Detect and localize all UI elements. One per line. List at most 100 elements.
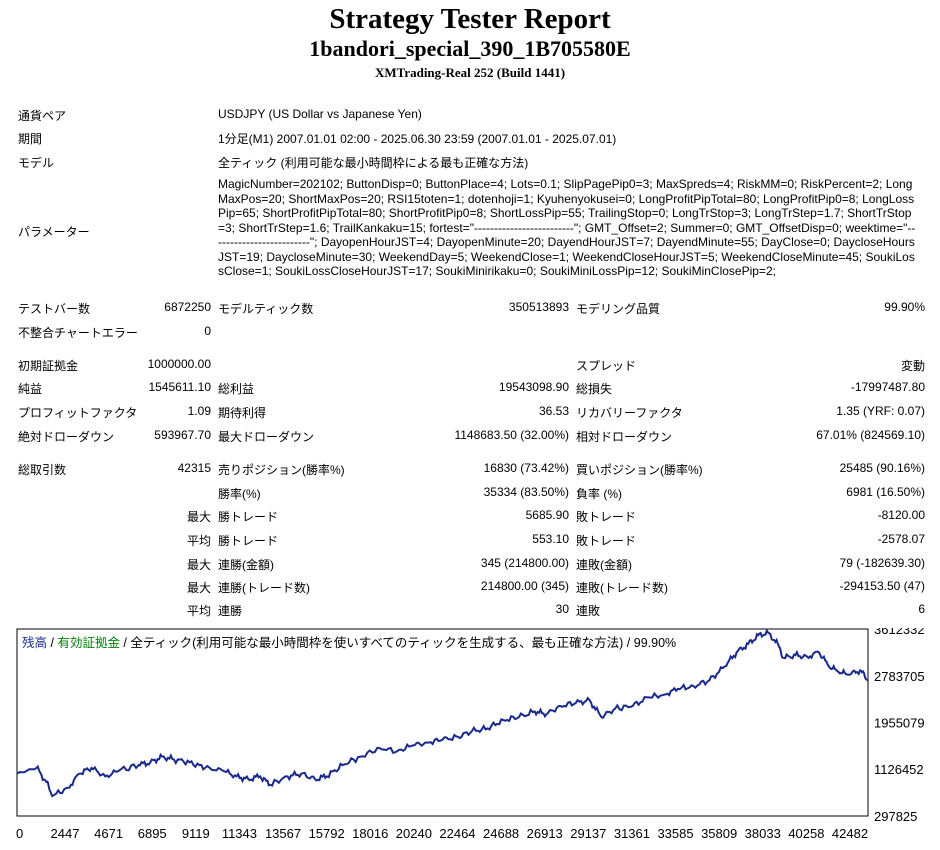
expected-label: 期待利得 xyxy=(218,406,267,420)
avg-prefix: 平均 xyxy=(186,534,211,548)
x-tick-label: 9119 xyxy=(182,826,210,841)
cons-loss-count-value: -294153.50 (47) xyxy=(839,579,925,593)
recovery-label: リカバリーファクタ xyxy=(576,406,683,420)
winrate-value: 35334 (83.50%) xyxy=(483,485,569,499)
abs-dd-value: 593967.70 xyxy=(154,428,211,442)
y-tick-label: 1126452 xyxy=(874,762,924,777)
x-tick-label: 35809 xyxy=(701,826,737,841)
x-tick-label: 15792 xyxy=(309,826,345,841)
legend-balance: 残高 xyxy=(22,636,48,650)
gross-profit-label: 総利益 xyxy=(218,382,255,396)
x-tick-label: 40258 xyxy=(788,826,824,841)
avg-cons-win-label: 連勝 xyxy=(218,604,243,618)
x-tick-label: 20240 xyxy=(396,826,432,841)
gross-loss-value: -17997487.80 xyxy=(850,380,925,394)
spread-value: 変動 xyxy=(900,359,925,373)
abs-dd-label: 絶対ドローダウン xyxy=(18,430,115,444)
avg-prefix-2: 平均 xyxy=(186,604,211,618)
lossrate-value: 6981 (16.50%) xyxy=(846,485,925,499)
short-value: 16830 (73.42%) xyxy=(483,461,569,475)
pf-label: プロフィットファクタ xyxy=(18,406,138,420)
long-label: 買いポジション(勝率%) xyxy=(576,463,703,477)
max-win-value: 5685.90 xyxy=(525,508,569,522)
bars-value: 6872250 xyxy=(164,300,211,314)
net-label: 純益 xyxy=(18,382,43,396)
plot-frame xyxy=(16,628,869,817)
model-label: モデル xyxy=(18,156,55,170)
legend-sep: / xyxy=(47,636,58,650)
max-dd-label: 最大ドローダウン xyxy=(218,430,315,444)
max-prefix-2: 最大 xyxy=(186,558,211,572)
max-loss-label: 敗トレード xyxy=(576,510,637,524)
report-title: Strategy Tester Report xyxy=(329,3,611,35)
y-tick-label: 1955079 xyxy=(874,716,925,731)
avg-cons-win-value: 30 xyxy=(555,602,569,616)
x-tick-label: 2447 xyxy=(51,826,80,841)
x-tick-label: 11343 xyxy=(222,826,257,841)
x-tick-label: 13567 xyxy=(265,826,301,841)
max-dd-value: 1148683.50 (32.00%) xyxy=(454,428,569,442)
long-value: 25485 (90.16%) xyxy=(839,461,925,475)
cons-loss-money-label: 連敗(金額) xyxy=(576,558,632,572)
gross-profit-value: 19543098.90 xyxy=(498,380,569,394)
deposit-value: 1000000.00 xyxy=(147,357,211,371)
x-tick-label: 33585 xyxy=(657,826,693,841)
ticks-value: 350513893 xyxy=(508,300,569,314)
x-tick-label: 18016 xyxy=(352,826,388,841)
expected-value: 36.53 xyxy=(538,404,569,418)
params-value: MagicNumber=202102; ButtonDisp=0; Button… xyxy=(218,177,916,278)
cons-loss-count-label: 連敗(トレード数) xyxy=(576,581,668,595)
avg-loss-label: 敗トレード xyxy=(576,534,637,548)
cons-win-count-value: 214800.00 (345) xyxy=(480,579,569,593)
x-tick-label: 6895 xyxy=(138,826,167,841)
y-tick-label: 3612332 xyxy=(874,628,925,637)
bars-label: テストバー数 xyxy=(18,302,91,316)
model-value: 全ティック (利用可能な最小時間枠による最も正確な方法) xyxy=(218,156,529,170)
quality-value: 99.90% xyxy=(884,300,925,314)
cons-win-money-value: 345 (214800.00) xyxy=(480,556,569,570)
x-tick-label: 0 xyxy=(16,826,23,841)
avg-loss-value: -2578.07 xyxy=(877,532,925,546)
x-tick-label: 31361 xyxy=(614,826,650,841)
avg-cons-loss-value: 6 xyxy=(918,602,925,616)
y-tick-label: 2783705 xyxy=(874,669,925,684)
avg-cons-loss-label: 連敗 xyxy=(576,604,601,618)
x-tick-label: 38033 xyxy=(745,826,781,841)
symbol-value: USDJPY (US Dollar vs Japanese Yen) xyxy=(218,107,422,121)
net-value: 1545611.10 xyxy=(148,380,211,394)
chart-legend: 残高 / 有効証拠金 / 全ティック(利用可能な最小時間枠を使いすべてのティック… xyxy=(22,632,676,651)
balance-chart-svg: 3612332 2783705 1955079 1126452 297825 0 2447 4… xyxy=(16,628,925,841)
x-tick-label: 24688 xyxy=(483,826,519,841)
x-tick-label: 42482 xyxy=(832,826,868,841)
max-prefix: 最大 xyxy=(186,510,211,524)
max-prefix-3: 最大 xyxy=(186,581,211,595)
recovery-value: 1.35 (YRF: 0.07) xyxy=(836,404,925,418)
x-tick-label: 22464 xyxy=(439,826,475,841)
trades-value: 42315 xyxy=(177,461,211,475)
short-label: 売りポジション(勝率%) xyxy=(218,463,345,477)
x-tick-label: 29137 xyxy=(570,826,606,841)
cons-win-money-label: 連勝(金額) xyxy=(218,558,274,572)
deposit-label: 初期証拠金 xyxy=(18,359,79,373)
ea-name: 1bandori_special_390_1B705580E xyxy=(309,36,631,61)
quality-label: モデリング品質 xyxy=(576,302,661,316)
symbol-label: 通貨ペア xyxy=(18,109,67,123)
avg-win-value: 553.10 xyxy=(532,532,569,546)
legend-equity: 有効証拠金 xyxy=(57,636,120,650)
balance-line xyxy=(16,628,869,798)
mismatch-label: 不整合チャートエラー xyxy=(18,326,138,340)
server-info: XMTrading-Real 252 (Build 1441) xyxy=(374,65,566,80)
cons-win-count-label: 連勝(トレード数) xyxy=(218,581,310,595)
mismatch-value: 0 xyxy=(204,324,211,338)
pf-value: 1.09 xyxy=(187,404,211,418)
winrate-label: 勝率(%) xyxy=(218,487,261,501)
gross-loss-label: 総損失 xyxy=(576,382,613,396)
period-value: 1分足(M1) 2007.01.01 02:00 - 2025.06.30 23… xyxy=(218,132,617,146)
rel-dd-label: 相対ドローダウン xyxy=(576,430,673,444)
legend-rest: / 全ティック(利用可能な最小時間枠を使いすべてのティックを生成する、最も正確な… xyxy=(119,636,677,650)
x-tick-label: 26913 xyxy=(527,826,563,841)
spread-label: スプレッド xyxy=(576,359,637,373)
y-tick-label: 297825 xyxy=(874,809,917,824)
lossrate-label: 負率 (%) xyxy=(576,487,622,501)
x-tick-label: 4671 xyxy=(94,826,123,841)
